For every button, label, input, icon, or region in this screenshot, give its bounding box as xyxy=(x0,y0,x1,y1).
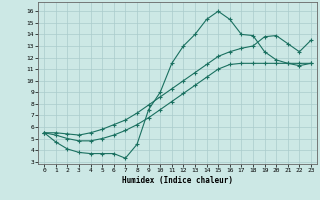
X-axis label: Humidex (Indice chaleur): Humidex (Indice chaleur) xyxy=(122,176,233,185)
